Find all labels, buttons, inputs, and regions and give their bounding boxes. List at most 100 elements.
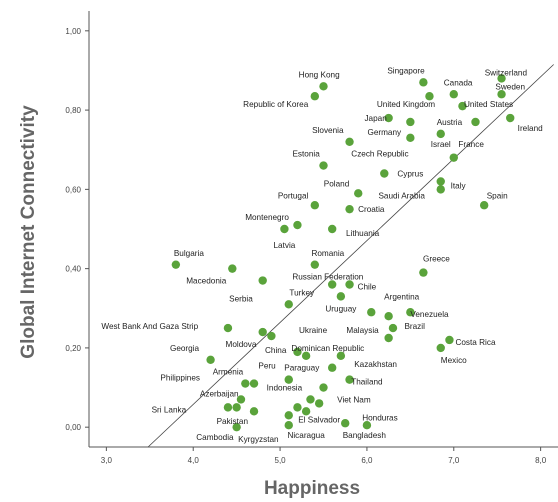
data-point xyxy=(436,177,445,186)
point-label: Greece xyxy=(423,255,450,264)
point-label: United Kingdom xyxy=(377,100,435,109)
data-point xyxy=(310,92,320,101)
point-label: Switzerland xyxy=(485,68,528,77)
data-point xyxy=(345,204,354,214)
x-tick-label: 7,0 xyxy=(448,456,460,465)
data-point xyxy=(406,117,415,127)
data-point xyxy=(436,185,445,194)
data-point xyxy=(319,82,328,91)
data-point xyxy=(223,403,233,412)
point-label: Croatia xyxy=(358,205,385,214)
point-label: Peru xyxy=(258,362,276,371)
data-point xyxy=(354,189,363,198)
data-point xyxy=(319,161,328,170)
point-label: Thailand xyxy=(351,378,383,387)
point-label: Ireland xyxy=(518,124,543,133)
point-label: Philippines xyxy=(160,374,200,383)
data-point xyxy=(384,333,393,343)
point-label: Honduras xyxy=(362,413,398,422)
point-label: Cyprus xyxy=(397,170,423,179)
data-point xyxy=(293,220,302,230)
point-label: Bangladesh xyxy=(343,431,387,440)
y-tick-label: 0,20 xyxy=(65,344,81,353)
point-label: Sri Lanka xyxy=(152,405,187,414)
trend-line xyxy=(147,64,554,448)
point-label: Venezuela xyxy=(410,310,449,319)
point-label: Germany xyxy=(367,128,402,137)
data-point xyxy=(336,351,346,361)
point-label: Georgia xyxy=(170,344,200,353)
point-label: Canada xyxy=(444,78,473,87)
point-label: Paraguay xyxy=(284,364,320,373)
point-label: Russian Federation xyxy=(292,273,363,282)
point-label: Viet Nam xyxy=(337,395,371,404)
data-point xyxy=(284,411,293,420)
point-label: France xyxy=(458,140,484,149)
data-point xyxy=(258,327,267,337)
data-point xyxy=(384,312,393,321)
data-point xyxy=(449,90,458,99)
data-point xyxy=(284,421,293,430)
data-point xyxy=(449,153,458,162)
point-label: Lithuania xyxy=(346,229,380,238)
data-point xyxy=(314,399,324,408)
x-axis-title: Happiness xyxy=(264,478,360,499)
data-point xyxy=(171,260,181,269)
point-label: Estonia xyxy=(292,150,320,159)
data-point xyxy=(388,323,398,333)
point-label: Ukraine xyxy=(299,326,328,335)
point-label: Macedonia xyxy=(186,277,227,286)
y-tick-label: 0,60 xyxy=(65,185,81,194)
point-label: Indonesia xyxy=(267,384,303,393)
data-point xyxy=(436,129,445,139)
point-label: Republic of Korea xyxy=(243,100,309,109)
data-point xyxy=(232,403,241,412)
y-tick-label: 0,40 xyxy=(65,265,81,274)
point-label: Serbia xyxy=(229,294,253,303)
y-tick-label: 1,00 xyxy=(65,27,81,36)
data-point xyxy=(232,422,241,432)
data-point xyxy=(345,280,354,289)
data-point xyxy=(284,300,293,309)
point-label: Uruguay xyxy=(325,304,357,313)
point-label: Costa Rica xyxy=(455,338,495,347)
data-point xyxy=(367,308,376,317)
x-tick-label: 4,0 xyxy=(188,456,200,465)
data-points xyxy=(171,74,515,432)
data-point xyxy=(284,375,293,384)
data-point xyxy=(306,395,315,404)
data-point xyxy=(362,421,372,430)
data-point xyxy=(249,379,259,388)
point-label: Portugal xyxy=(278,191,309,200)
point-label: Dominican Republic xyxy=(291,344,364,353)
x-tick-label: 5,0 xyxy=(275,456,287,465)
point-label: Sweden xyxy=(495,82,525,91)
data-point xyxy=(327,363,337,372)
point-label: Israel xyxy=(431,140,451,149)
data-point xyxy=(336,292,346,301)
y-tick-label: 0,00 xyxy=(65,423,81,432)
x-tick-label: 3,0 xyxy=(101,456,113,465)
point-label: Argentina xyxy=(384,292,419,301)
data-point xyxy=(241,379,250,388)
data-point xyxy=(301,351,311,361)
data-point xyxy=(310,201,320,210)
data-point xyxy=(267,331,276,341)
point-label: Moldova xyxy=(226,340,257,349)
point-label: Japan xyxy=(364,114,387,123)
data-point xyxy=(327,224,337,234)
data-point xyxy=(236,395,246,404)
point-label: Pakistan xyxy=(217,417,249,426)
point-label: Mexico xyxy=(441,356,467,365)
point-label: El Salvador xyxy=(298,415,340,424)
data-point xyxy=(345,375,354,384)
data-point xyxy=(419,268,428,277)
y-tick-label: 0,80 xyxy=(65,106,81,115)
data-point xyxy=(479,201,489,210)
x-axis-ticks: 3,0 4,0 5,0 6,0 7,0 8,0 xyxy=(101,447,547,465)
point-label: Slovenia xyxy=(312,126,344,135)
point-label: Singapore xyxy=(387,66,425,75)
point-label: Hong Kong xyxy=(299,70,340,79)
point-label: Chile xyxy=(358,282,377,291)
data-point xyxy=(293,347,302,357)
